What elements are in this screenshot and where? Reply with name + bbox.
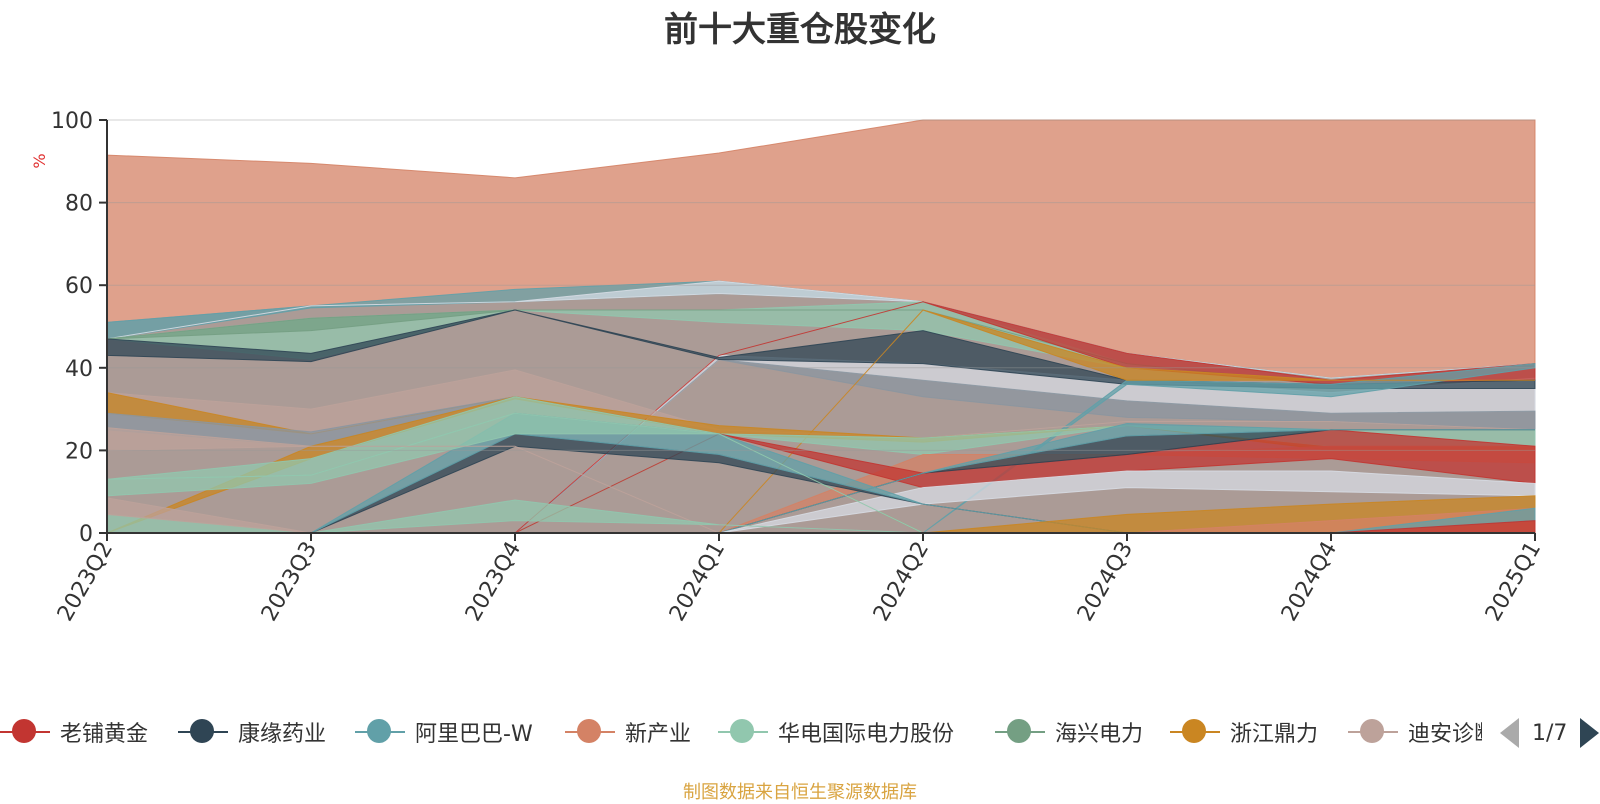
legend-item[interactable]: 老铺黄金 bbox=[0, 712, 148, 752]
legend-label: 老铺黄金 bbox=[60, 722, 149, 747]
x-tick-label: 2023Q2 bbox=[53, 538, 118, 626]
legend-label: 迪安诊断 bbox=[1408, 722, 1482, 747]
y-tick-label: 60 bbox=[65, 274, 93, 299]
legend-dot-icon bbox=[1360, 719, 1384, 743]
legend-swatch-icon bbox=[0, 719, 50, 743]
legend-next-page-button[interactable] bbox=[1580, 718, 1600, 748]
x-tick-label: 2023Q4 bbox=[461, 538, 526, 626]
y-tick-label: 0 bbox=[79, 522, 93, 547]
legend-label: 新产业 bbox=[625, 722, 692, 747]
x-tick-label: 2024Q2 bbox=[869, 538, 934, 626]
legend-item[interactable]: 阿里巴巴-W bbox=[355, 712, 533, 752]
legend-swatch-icon bbox=[1348, 719, 1398, 743]
legend-dot-icon bbox=[1182, 719, 1206, 743]
legend: 老铺黄金 康缘药业 阿里巴巴-W 新产业 华电国际电力股份 海兴电力 浙江鼎力 迪安诊断 bbox=[0, 712, 1600, 752]
legend-dot-icon bbox=[1007, 719, 1031, 743]
x-tick-label: 2024Q1 bbox=[665, 538, 730, 626]
legend-items: 老铺黄金 康缘药业 阿里巴巴-W 新产业 华电国际电力股份 海兴电力 浙江鼎力 迪安诊断 bbox=[0, 712, 1482, 752]
legend-dot-icon bbox=[12, 719, 36, 743]
y-tick-label: 80 bbox=[65, 192, 93, 217]
legend-label: 华电国际电力股份 bbox=[778, 722, 955, 747]
legend-label: 海兴电力 bbox=[1055, 722, 1144, 747]
x-tick-label: 2024Q3 bbox=[1073, 538, 1138, 626]
legend-swatch-icon bbox=[995, 719, 1045, 743]
legend-item[interactable]: 海兴电力 bbox=[995, 712, 1143, 752]
x-tick-label: 2023Q3 bbox=[257, 538, 322, 626]
legend-item[interactable]: 浙江鼎力 bbox=[1170, 712, 1318, 752]
legend-swatch-icon bbox=[178, 719, 228, 743]
y-tick-label: 20 bbox=[65, 439, 93, 464]
legend-item[interactable]: 华电国际电力股份 bbox=[718, 712, 954, 752]
legend-dot-icon bbox=[577, 719, 601, 743]
legend-item[interactable]: 新产业 bbox=[565, 712, 691, 752]
legend-label: 浙江鼎力 bbox=[1230, 722, 1319, 747]
legend-dot-icon bbox=[190, 719, 214, 743]
legend-swatch-icon bbox=[1170, 719, 1220, 743]
legend-swatch-icon bbox=[718, 719, 768, 743]
area-layer-10 bbox=[106, 309, 1536, 389]
legend-dot-icon bbox=[367, 719, 391, 743]
source-note: 制图数据来自恒生聚源数据库 bbox=[683, 782, 917, 803]
y-tick-label: 100 bbox=[51, 109, 93, 134]
legend-label: 康缘药业 bbox=[238, 722, 327, 747]
chart-title: 前十大重仓股变化 bbox=[664, 10, 936, 50]
x-tick-label: 2024Q4 bbox=[1277, 538, 1342, 626]
legend-item[interactable]: 迪安诊断 bbox=[1348, 712, 1482, 752]
x-tick-label: 2025Q1 bbox=[1481, 538, 1546, 626]
legend-prev-page-button[interactable] bbox=[1500, 718, 1519, 748]
legend-dot-icon bbox=[730, 719, 754, 743]
legend-item[interactable]: 康缘药业 bbox=[178, 712, 326, 752]
y-tick-label: 40 bbox=[65, 357, 93, 382]
legend-swatch-icon bbox=[355, 719, 405, 743]
legend-label: 阿里巴巴-W bbox=[415, 722, 533, 747]
chart-plot: 0 20 40 60 80 100% 2023Q2 2023Q3 2023Q4 2024Q1 202… bbox=[30, 109, 1546, 626]
y-axis-unit-label: % bbox=[30, 153, 49, 168]
legend-page-indicator: 1/7 bbox=[1532, 720, 1568, 746]
area-layer-20 bbox=[107, 429, 1536, 534]
legend-pager: 1/7 bbox=[1500, 718, 1600, 748]
legend-swatch-icon bbox=[565, 719, 615, 743]
